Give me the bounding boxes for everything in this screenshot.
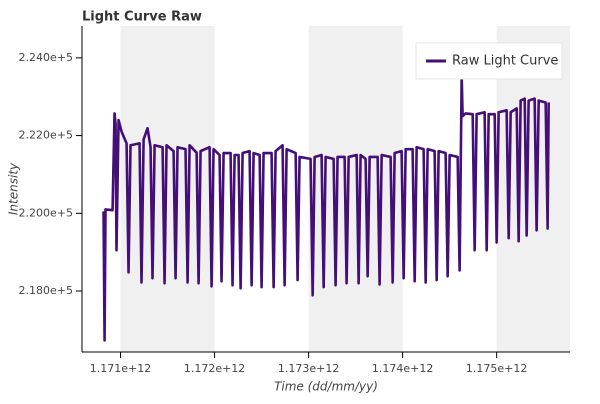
y-tick-label: 2.200e+5 xyxy=(19,206,73,219)
x-tick-label: 1.175e+12 xyxy=(466,362,527,375)
x-tick-label: 1.172e+12 xyxy=(184,362,245,375)
chart-title: Light Curve Raw xyxy=(82,10,202,25)
legend-label: Raw Light Curve xyxy=(452,54,558,69)
x-tick-label: 1.174e+12 xyxy=(372,362,433,375)
line xyxy=(102,74,550,342)
x-tick-label: 1.171e+12 xyxy=(90,362,151,375)
x-axis-label: Time (dd/mm/yy) xyxy=(274,380,378,394)
y-tick-label: 2.240e+5 xyxy=(19,51,73,64)
y-tick-label: 2.180e+5 xyxy=(19,284,73,297)
legend: Raw Light Curve xyxy=(415,42,563,80)
y-tick-label: 2.220e+5 xyxy=(19,129,73,142)
x-tick-label: 1.173e+12 xyxy=(278,362,339,375)
y-axis-label: Intensity xyxy=(7,162,21,215)
